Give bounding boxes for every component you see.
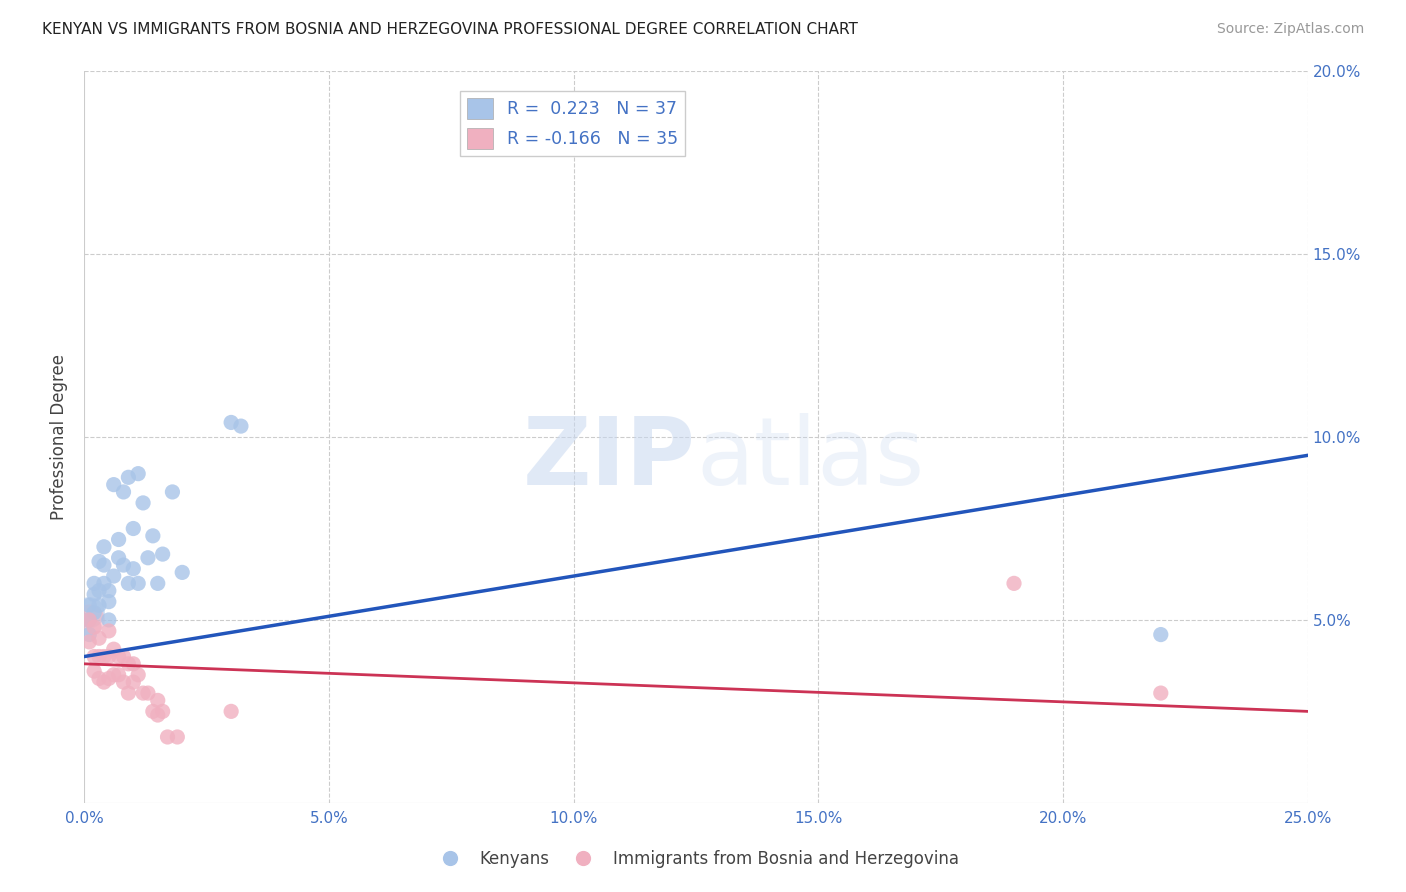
Point: [1002, 576, 1025, 591]
Point: [103, 477, 125, 491]
Point: [127, 576, 149, 591]
Point: [117, 470, 139, 484]
Point: [103, 667, 125, 681]
Point: [1150, 627, 1173, 641]
Point: [127, 467, 149, 481]
Point: [83, 664, 105, 678]
Point: [107, 649, 129, 664]
Point: [122, 521, 145, 535]
Point: [136, 550, 159, 565]
Point: [107, 667, 129, 681]
Point: [83, 620, 105, 634]
Point: [107, 533, 129, 547]
Point: [83, 587, 105, 601]
Point: [77, 627, 100, 641]
Point: [122, 675, 145, 690]
Point: [152, 547, 174, 561]
Y-axis label: Professional Degree: Professional Degree: [51, 354, 69, 520]
Point: [162, 485, 184, 500]
Point: [97, 583, 120, 598]
Point: [122, 562, 145, 576]
Point: [77, 635, 100, 649]
Point: [87, 599, 110, 613]
Point: [87, 583, 110, 598]
Point: [97, 624, 120, 638]
Point: [229, 419, 252, 434]
Point: [87, 554, 110, 568]
Point: [97, 594, 120, 608]
Point: [93, 540, 115, 554]
Point: [132, 686, 155, 700]
Point: [112, 485, 135, 500]
Text: atlas: atlas: [696, 413, 924, 505]
Point: [87, 649, 110, 664]
Point: [117, 686, 139, 700]
Point: [152, 705, 174, 719]
Text: ZIP: ZIP: [523, 413, 696, 505]
Point: [112, 558, 135, 573]
Point: [122, 657, 145, 671]
Point: [172, 566, 194, 580]
Point: [83, 606, 105, 620]
Point: [77, 613, 100, 627]
Point: [93, 675, 115, 690]
Point: [117, 576, 139, 591]
Point: [93, 576, 115, 591]
Point: [103, 642, 125, 657]
Point: [219, 416, 242, 430]
Point: [83, 649, 105, 664]
Point: [142, 529, 165, 543]
Point: [103, 569, 125, 583]
Point: [166, 730, 188, 744]
Point: [107, 550, 129, 565]
Point: [142, 705, 165, 719]
Point: [156, 730, 179, 744]
Point: [127, 667, 149, 681]
Point: [87, 632, 110, 646]
Point: [77, 606, 100, 620]
Text: Source: ZipAtlas.com: Source: ZipAtlas.com: [1216, 22, 1364, 37]
Point: [117, 657, 139, 671]
Point: [83, 576, 105, 591]
Point: [77, 613, 100, 627]
Point: [93, 558, 115, 573]
Point: [219, 705, 242, 719]
Point: [97, 672, 120, 686]
Point: [87, 672, 110, 686]
Point: [1150, 686, 1173, 700]
Point: [146, 576, 169, 591]
Point: [146, 708, 169, 723]
Point: [146, 693, 169, 707]
Point: [112, 649, 135, 664]
Point: [97, 613, 120, 627]
Point: [136, 686, 159, 700]
Point: [112, 675, 135, 690]
Point: [97, 649, 120, 664]
Legend: Kenyans, Immigrants from Bosnia and Herzegovina: Kenyans, Immigrants from Bosnia and Herz…: [426, 844, 966, 875]
Text: KENYAN VS IMMIGRANTS FROM BOSNIA AND HERZEGOVINA PROFESSIONAL DEGREE CORRELATION: KENYAN VS IMMIGRANTS FROM BOSNIA AND HER…: [42, 22, 858, 37]
Point: [132, 496, 155, 510]
Point: [77, 613, 100, 627]
Point: [77, 599, 100, 613]
Point: [93, 649, 115, 664]
